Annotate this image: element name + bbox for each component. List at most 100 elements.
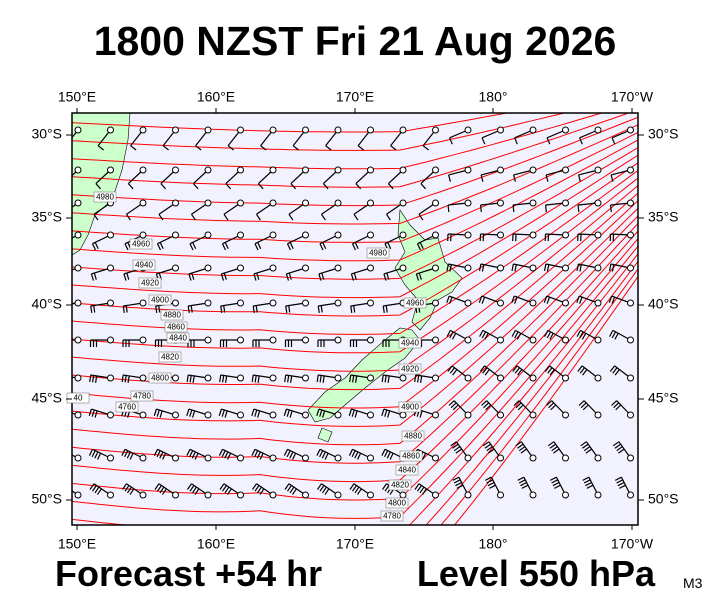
barb-feather	[94, 486, 100, 494]
barb-feather	[514, 296, 518, 304]
barb-feather	[60, 410, 62, 417]
wind-barb	[257, 166, 277, 190]
station	[529, 491, 537, 499]
barb-feather	[446, 295, 450, 303]
station	[464, 336, 472, 344]
station	[269, 454, 277, 462]
barb-feather	[126, 451, 131, 459]
barb-feather	[127, 375, 130, 383]
wind-barb	[325, 126, 342, 151]
wind-barb	[608, 295, 634, 307]
wind-barb	[60, 410, 82, 419]
barb-feather	[349, 483, 355, 490]
barb-feather	[517, 443, 524, 449]
lon-label-top: 170°W	[611, 89, 654, 105]
wind-barb	[288, 199, 309, 221]
station	[107, 336, 114, 344]
station	[302, 166, 309, 174]
barb-feather	[449, 367, 455, 374]
barb-feather	[389, 452, 394, 460]
barb-feather	[221, 450, 226, 458]
barb-feather	[322, 183, 329, 190]
barb-feather	[549, 443, 556, 449]
barb-feather	[285, 305, 288, 313]
station	[367, 374, 374, 382]
station	[432, 126, 439, 134]
station	[204, 374, 212, 382]
station	[594, 491, 602, 499]
contour-label: 4840	[169, 334, 187, 343]
barb-feather	[227, 488, 232, 495]
station	[399, 126, 407, 134]
barb-feather	[551, 446, 558, 452]
barb-feather	[451, 333, 457, 340]
barb-feather	[289, 242, 294, 249]
station	[172, 199, 179, 207]
lon-label-bottom: 160°E	[197, 536, 235, 552]
barb-feather	[227, 452, 232, 460]
barb-feather	[319, 450, 324, 458]
barb-feather	[514, 367, 520, 374]
station	[334, 299, 342, 307]
wind-barb	[447, 365, 472, 382]
barb-feather	[321, 213, 326, 221]
barb-feather	[512, 204, 515, 213]
station	[302, 374, 309, 382]
barb-feather	[349, 374, 352, 382]
barb-feather	[222, 485, 227, 492]
station	[367, 411, 374, 419]
station	[562, 454, 569, 462]
barb-feather	[381, 408, 385, 416]
barb-feather	[187, 483, 192, 490]
barb-feather	[159, 451, 164, 459]
barb-feather	[549, 369, 555, 376]
wind-barb	[446, 263, 472, 272]
barb-feather	[579, 264, 582, 272]
station	[464, 126, 472, 134]
barb-feather	[129, 488, 135, 495]
barb-feather	[189, 243, 194, 251]
station	[432, 411, 439, 419]
wind-barb	[122, 299, 147, 313]
wind-barb	[283, 408, 309, 419]
station	[107, 299, 114, 307]
station	[74, 264, 82, 272]
barb-feather	[123, 273, 127, 281]
barb-feather	[357, 145, 364, 151]
barb-feather	[283, 408, 287, 416]
station	[237, 299, 244, 307]
wind-barb	[321, 199, 342, 221]
barb-feather	[192, 183, 199, 190]
contour-label-box	[66, 392, 90, 404]
wind-barb	[390, 126, 407, 151]
barb-feather	[63, 376, 64, 383]
lat-label-left: 40°S	[31, 296, 62, 312]
barb-feather	[192, 242, 197, 249]
barb-feather	[422, 452, 427, 460]
station	[627, 264, 634, 272]
barb-feather	[585, 481, 592, 487]
station	[269, 299, 277, 307]
station	[627, 491, 634, 499]
barb-feather	[576, 330, 581, 337]
wind-barb	[57, 374, 82, 383]
station	[432, 374, 439, 382]
barb-feather	[484, 369, 490, 376]
wind-barb	[219, 374, 244, 383]
barb-feather	[321, 451, 326, 459]
lat-label-left: 50°S	[31, 491, 62, 507]
wind-barb	[576, 263, 602, 272]
barb-feather	[57, 375, 58, 382]
station	[627, 336, 634, 344]
wind-barb	[252, 299, 277, 313]
barb-feather	[289, 410, 293, 418]
barb-feather	[224, 410, 228, 418]
station	[367, 454, 374, 462]
station	[269, 374, 277, 382]
station	[74, 299, 82, 307]
station	[562, 126, 569, 134]
wind-barb	[579, 126, 602, 145]
wind-barb	[512, 365, 537, 382]
wind-barb	[612, 441, 634, 462]
